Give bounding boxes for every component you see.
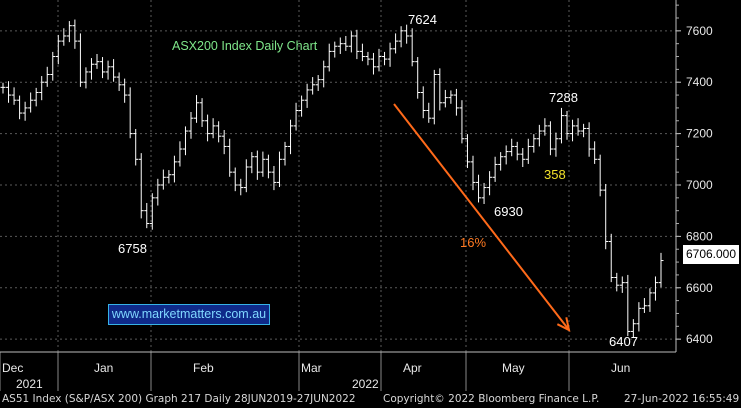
y-tick-label: 6600 [686, 281, 713, 295]
trend-arrow-line [393, 103, 570, 331]
annotation-label: 358 [544, 167, 566, 182]
y-tick-label: 7000 [686, 178, 713, 192]
trend-arrow [393, 103, 571, 332]
ohlc-bars [0, 19, 664, 338]
annotation-label: 6758 [118, 241, 147, 256]
grid-lines [0, 0, 676, 352]
x-tick-label: Dec [2, 361, 23, 375]
status-footer: AS51 Index (S&P/ASX 200) Graph 217 Daily… [0, 391, 741, 408]
axes: 6400 6600 6800 7000 7200 7400 7600 Dec Jan Feb Mar… [0, 0, 713, 391]
annotation-label: 6407 [609, 334, 638, 349]
plot-background [0, 0, 741, 391]
price-annotations: 7624 7288 6758 6930 6407 358 16% [118, 12, 638, 349]
x-tick-label: Mar [301, 361, 322, 375]
annotation-label: 7624 [408, 12, 437, 27]
watermark-link[interactable]: www.marketmatters.com.au [108, 304, 270, 325]
annotation-label: 6930 [494, 204, 523, 219]
footer-left: AS51 Index (S&P/ASX 200) Graph 217 Daily… [2, 393, 356, 405]
price-chart: 6400 6600 6800 7000 7200 7400 7600 Dec Jan Feb Mar… [0, 0, 741, 391]
y-tick-label: 7200 [686, 127, 713, 141]
x-tick-label: Feb [193, 361, 214, 375]
x-tick-label: Jun [611, 361, 630, 375]
year-label: 2022 [352, 377, 379, 391]
y-tick-label: 7400 [686, 75, 713, 89]
y-tick-label: 7600 [686, 24, 713, 38]
footer-timestamp: 27-Jun-2022 16:55:49 [624, 393, 740, 405]
last-price-tag: 6706.000 [683, 245, 739, 264]
x-tick-label: Apr [403, 361, 422, 375]
annotation-label: 7288 [549, 90, 578, 105]
chart-title: ASX200 Index Daily Chart [172, 39, 318, 53]
trend-arrow-head [556, 317, 571, 332]
x-tick-label: Jan [94, 361, 113, 375]
year-label: 2021 [16, 377, 43, 391]
footer-copyright: Copyright© 2022 Bloomberg Finance L.P. [383, 393, 600, 405]
y-tick-label: 6400 [686, 332, 713, 346]
x-tick-label: May [502, 361, 525, 375]
annotation-label: 16% [460, 235, 486, 250]
y-tick-label: 6800 [686, 229, 713, 243]
